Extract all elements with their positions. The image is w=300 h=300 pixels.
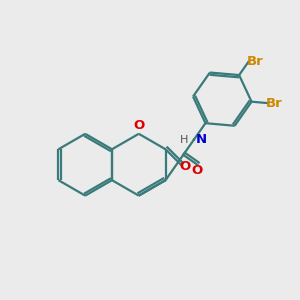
Text: O: O <box>180 160 191 173</box>
Text: N: N <box>195 133 206 146</box>
Text: H: H <box>180 135 189 145</box>
Text: O: O <box>133 119 144 132</box>
Text: Br: Br <box>266 97 283 110</box>
Text: Br: Br <box>247 55 263 68</box>
Text: O: O <box>192 164 203 177</box>
